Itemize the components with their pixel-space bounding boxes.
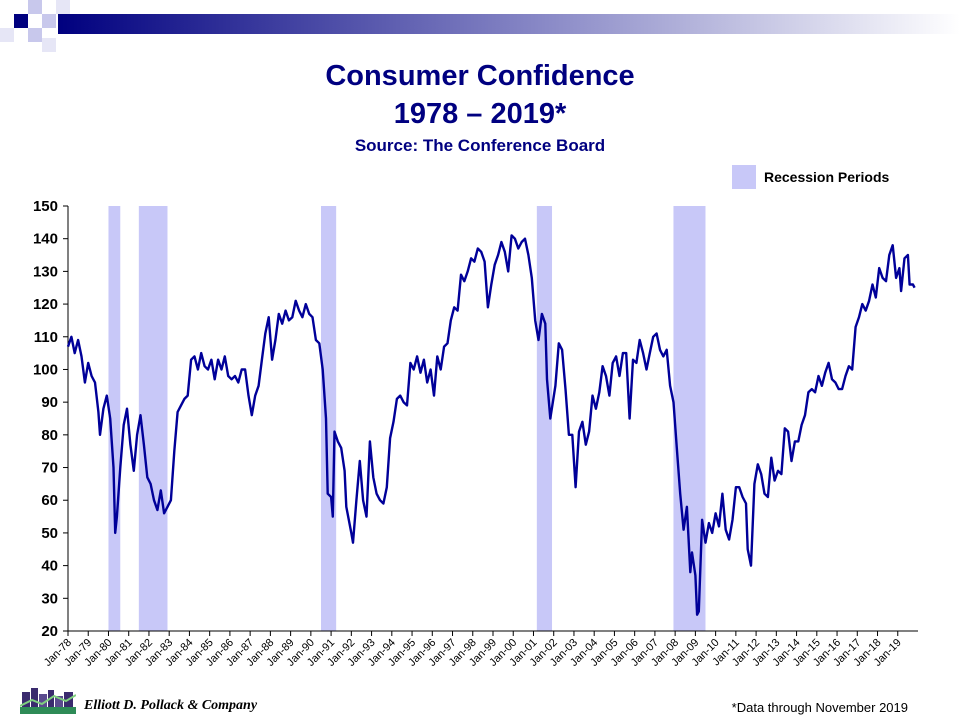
y-tick-label: 20 bbox=[41, 623, 58, 640]
y-tick-label: 110 bbox=[34, 329, 58, 346]
chart-subtitle: Source: The Conference Board bbox=[354, 136, 606, 155]
legend-label-recession: Recession Periods bbox=[764, 169, 890, 185]
y-tick-label: 50 bbox=[41, 525, 58, 542]
y-tick-label: 100 bbox=[33, 361, 58, 378]
recession-band-3 bbox=[536, 206, 553, 631]
y-tick-label: 120 bbox=[33, 296, 58, 313]
consumer-confidence-chart: 2030405060708090100110120130140150Jan-78… bbox=[33, 198, 918, 669]
y-tick-label: 70 bbox=[41, 460, 58, 477]
footer-company-name: Elliott D. Pollack & Company bbox=[84, 698, 258, 713]
recession-band-0 bbox=[108, 206, 121, 631]
recession-band-2 bbox=[320, 206, 337, 631]
y-tick-label: 80 bbox=[41, 427, 58, 444]
chart-title-line2: 1978 – 2019* bbox=[393, 98, 567, 130]
y-tick-label: 150 bbox=[33, 198, 58, 215]
y-tick-label: 30 bbox=[41, 590, 58, 607]
chart-title-line1: Consumer Confidence bbox=[325, 60, 635, 92]
y-tick-label: 60 bbox=[41, 492, 58, 509]
y-tick-label: 140 bbox=[33, 231, 58, 248]
chart-legend: Recession Periods bbox=[732, 164, 889, 190]
legend-swatch-recession bbox=[732, 165, 756, 189]
y-tick-label: 90 bbox=[41, 394, 58, 411]
y-tick-label: 130 bbox=[33, 263, 58, 280]
header-decoration bbox=[0, 0, 960, 52]
y-tick-label: 40 bbox=[41, 558, 58, 575]
series-line-0 bbox=[66, 234, 916, 616]
company-logo bbox=[19, 686, 77, 714]
recession-band-1 bbox=[138, 206, 168, 631]
footer-data-note: *Data through November 2019 bbox=[731, 700, 908, 715]
